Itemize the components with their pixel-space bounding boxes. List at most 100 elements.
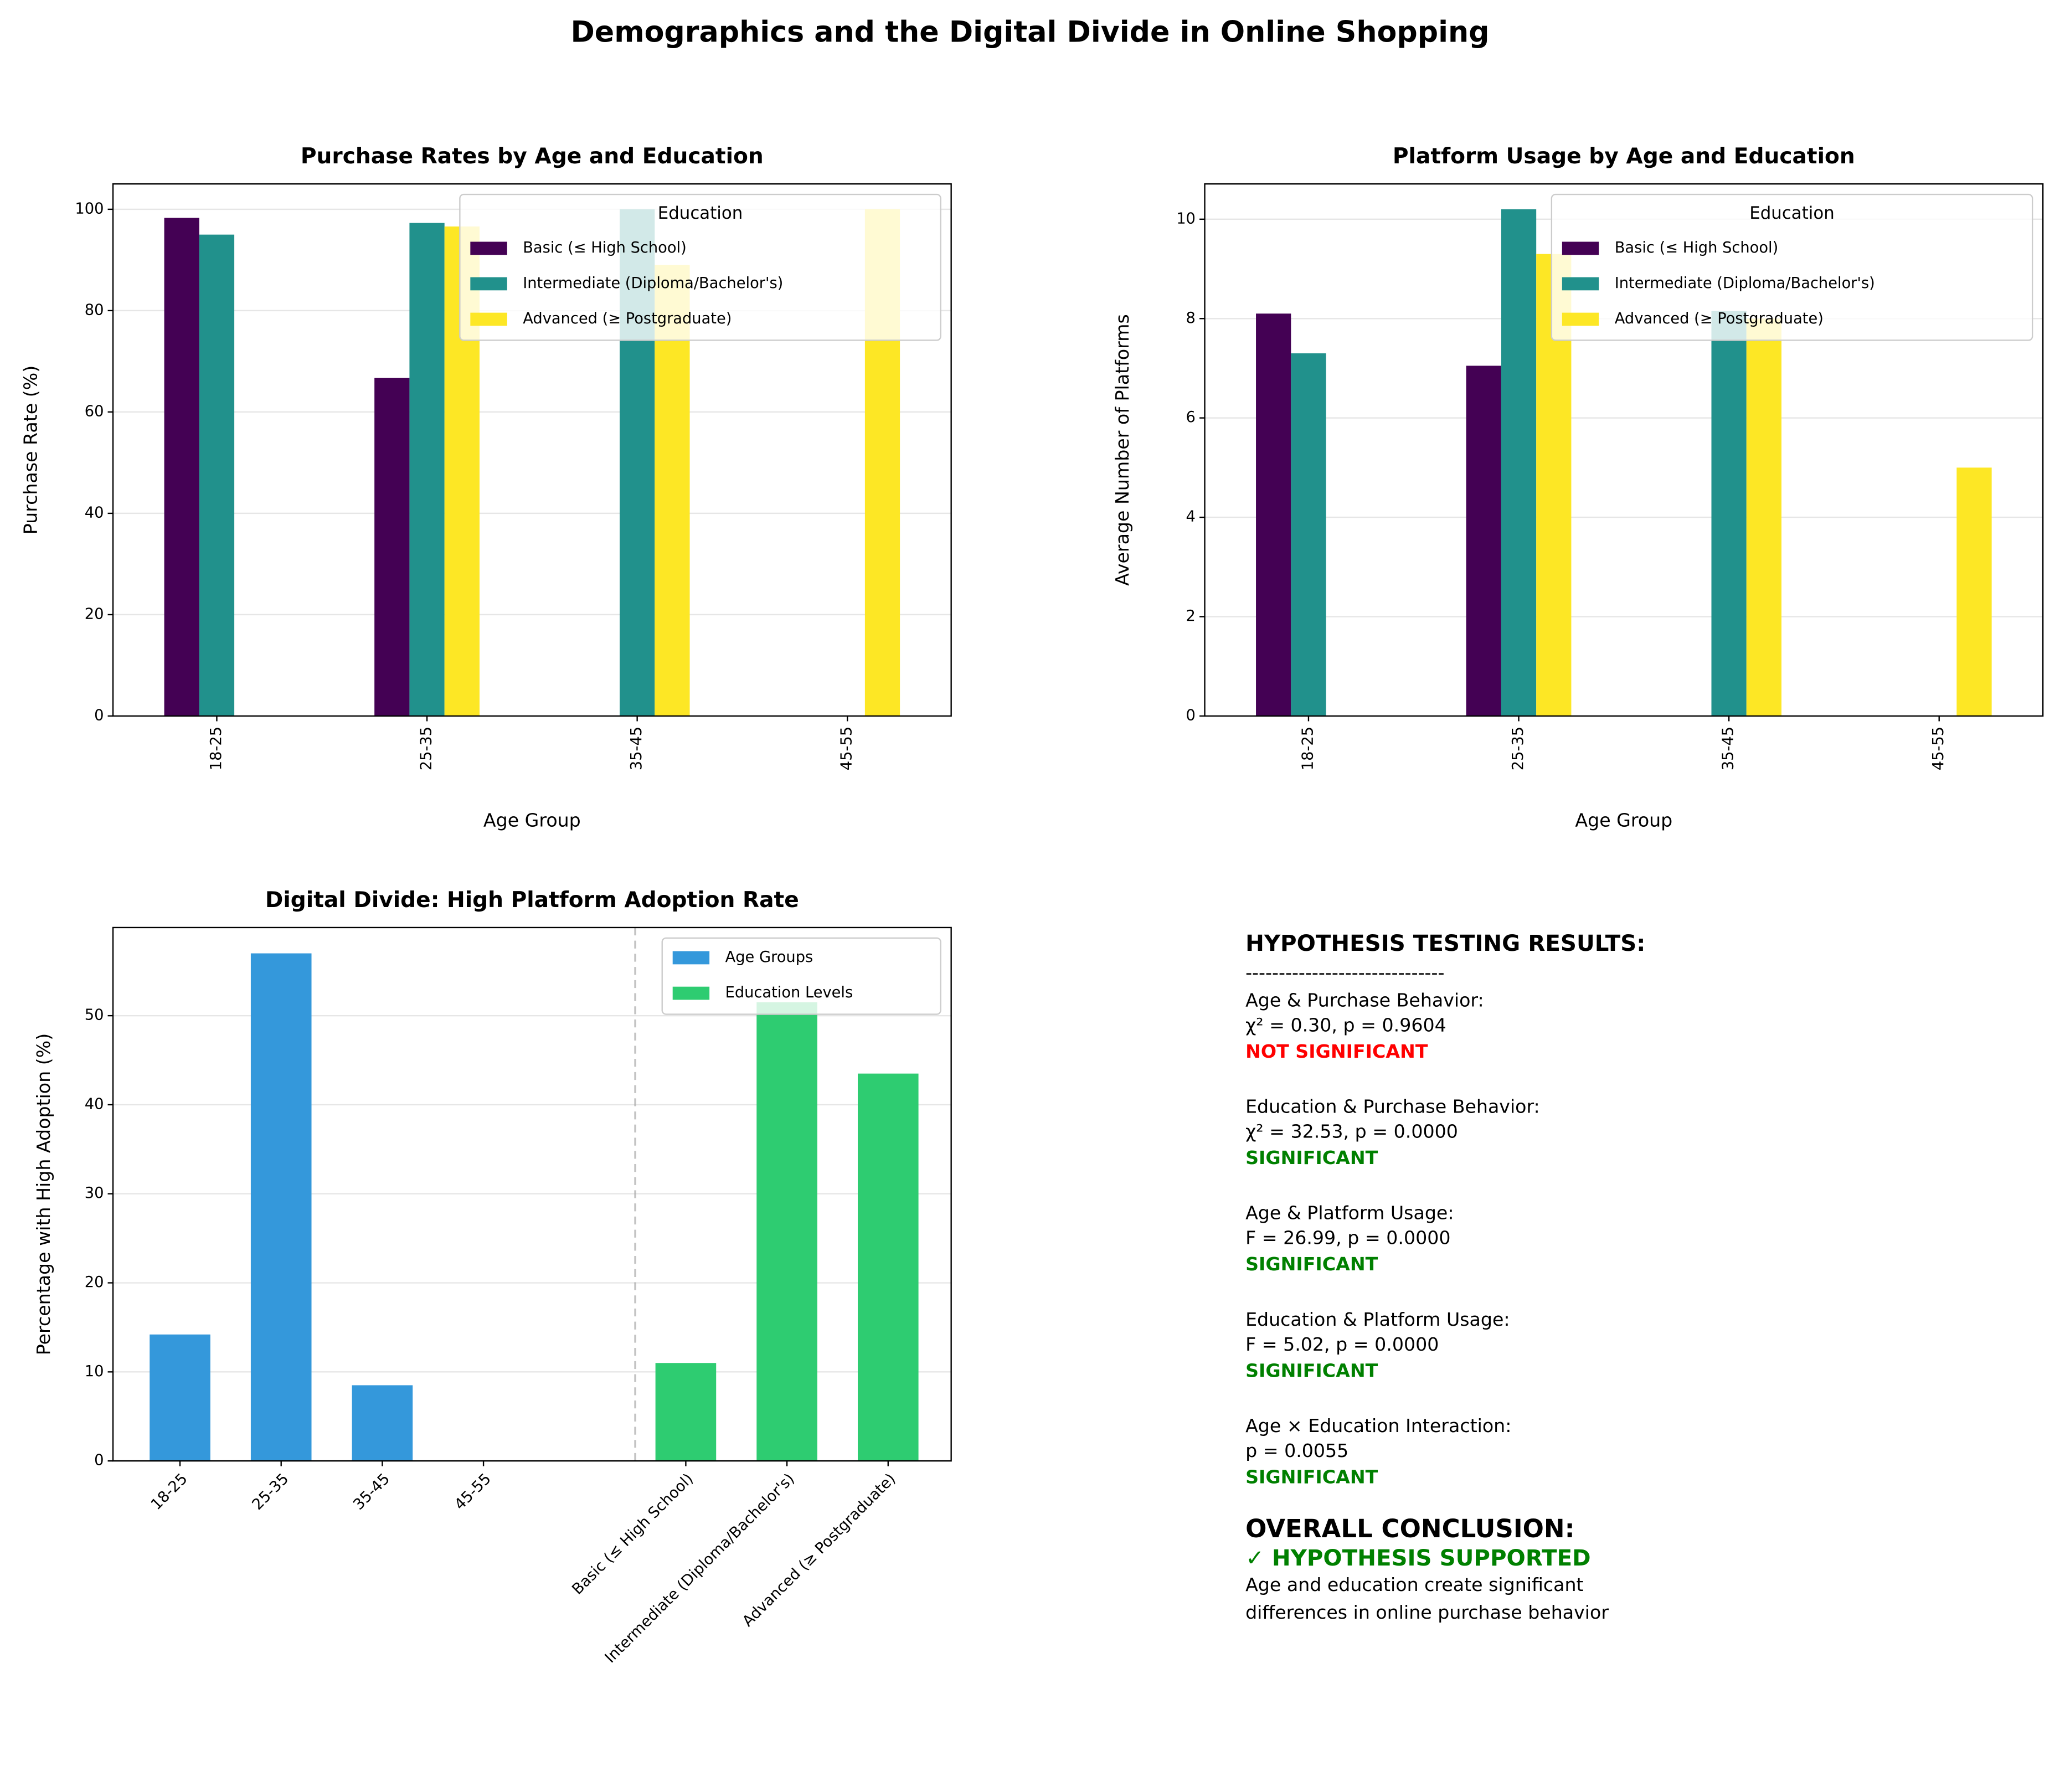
bar [1466,365,1501,716]
test-stat: F = 5.02, p = 0.0000 [1245,1333,1439,1355]
conclusion-text: Age and education create significant [1245,1574,1584,1595]
bar [409,223,445,716]
bar [1291,353,1326,716]
bar [1501,209,1537,716]
panel-heading: HYPOTHESIS TESTING RESULTS: [1245,930,1645,956]
y-tick-label: 10 [85,1363,104,1380]
legend-label: Advanced (≥ Postgraduate) [523,310,732,327]
y-tick-label: 2 [1186,607,1196,625]
y-tick-label: 20 [85,605,104,622]
x-tick-label: 25-35 [1510,727,1527,770]
legend-label: Intermediate (Diploma/Bachelor's) [523,275,783,292]
legend-title: Education [658,203,743,223]
test-stat: F = 26.99, p = 0.0000 [1245,1227,1450,1249]
y-axis-label: Purchase Rate (%) [19,365,41,534]
legend-label: Basic (≤ High School) [523,239,687,256]
y-tick-label: 30 [85,1185,104,1202]
legend-title: Education [1749,203,1834,223]
legend-label: Basic (≤ High School) [1615,239,1779,256]
y-tick-label: 60 [85,403,104,420]
y-axis-label: Average Number of Platforms [1111,314,1133,586]
x-axis-label: Age Group [1575,809,1672,831]
y-tick-label: 6 [1186,409,1196,426]
bar [655,1363,717,1461]
y-tick-label: 10 [1176,210,1196,227]
conclusion-heading: OVERALL CONCLUSION: [1245,1514,1575,1543]
test-label: Age & Platform Usage: [1245,1202,1454,1224]
x-tick-label: 45-55 [1930,727,1947,770]
legend-swatch [470,312,507,326]
test-result: SIGNIFICANT [1245,1466,1378,1487]
x-tick-label: 18-25 [1299,727,1316,770]
y-tick-label: 40 [85,504,104,521]
bar [756,1002,817,1461]
test-label: Education & Purchase Behavior: [1245,1095,1540,1117]
test-label: Age & Purchase Behavior: [1245,989,1484,1011]
bar [1256,313,1291,716]
bar [150,1334,210,1461]
legend-label: Intermediate (Diploma/Bachelor's) [1615,275,1875,292]
legend-swatch [470,277,507,291]
y-tick-label: 0 [1186,707,1196,724]
test-result: SIGNIFICANT [1245,1147,1378,1168]
test-stat: χ² = 32.53, p = 0.0000 [1245,1121,1458,1142]
test-label: Education & Platform Usage: [1245,1309,1510,1330]
bar [1711,311,1747,716]
y-tick-label: 80 [85,301,104,318]
x-tick-label: 18-25 [148,1470,191,1513]
chart-title: Platform Usage by Age and Education [1393,144,1855,169]
x-tick-label: 18-25 [208,727,225,770]
x-tick-label: 35-45 [350,1470,393,1513]
legend-label: Education Levels [725,984,853,1001]
chart-title: Purchase Rates by Age and Education [301,144,764,169]
bar [250,953,312,1461]
test-stat: χ² = 0.30, p = 0.9604 [1245,1014,1446,1036]
test-result: SIGNIFICANT [1245,1360,1378,1381]
y-axis-label: Percentage with High Adoption (%) [33,1033,54,1355]
legend-swatch [672,951,710,965]
axes-frame [112,183,952,717]
bar [352,1385,413,1461]
bar [374,378,410,716]
y-tick-label: 0 [94,707,104,724]
legend-box [459,193,941,341]
test-label: Age × Education Interaction: [1245,1415,1511,1436]
x-tick-label: 35-45 [1720,727,1737,770]
x-tick-label: 25-35 [418,727,435,770]
test-result: SIGNIFICANT [1245,1253,1378,1275]
legend-swatch [470,241,507,255]
bar [164,218,199,716]
test-result: NOT SIGNIFICANT [1245,1041,1428,1062]
legend-box [661,937,941,1015]
bar [857,1073,919,1461]
axes-frame [1204,183,2044,717]
conclusion-text: differences in online purchase behavior [1245,1602,1609,1623]
x-tick-label: 45-55 [451,1470,495,1513]
y-tick-label: 50 [85,1007,104,1024]
bar [1956,467,1992,716]
legend-swatch [672,986,710,1000]
legend-label: Age Groups [725,949,813,966]
chart-title: Digital Divide: High Platform Adoption R… [265,888,799,913]
x-tick-label: Intermediate (Diploma/Bachelor's) [602,1470,798,1666]
y-tick-label: 20 [85,1274,104,1291]
panel-separator: ------------------------------ [1245,961,1444,983]
y-tick-label: 8 [1186,310,1196,327]
legend-swatch [1562,241,1599,255]
conclusion-result: ✓ HYPOTHESIS SUPPORTED [1245,1545,1591,1571]
figure-title: Demographics and the Digital Divide in O… [570,16,1489,49]
x-axis-label: Age Group [483,809,581,831]
y-tick-label: 100 [75,200,104,217]
x-tick-label: 45-55 [838,727,856,770]
bar [199,234,235,716]
bar [1746,318,1782,716]
axes-frame [112,926,952,1462]
legend-box [1551,193,2033,341]
x-tick-label: 35-45 [628,727,645,770]
legend-swatch [1562,312,1599,326]
y-tick-label: 4 [1186,508,1196,526]
x-tick-label: 25-35 [249,1470,292,1513]
test-stat: p = 0.0055 [1245,1440,1348,1461]
y-tick-label: 40 [85,1095,104,1113]
legend-label: Advanced (≥ Postgraduate) [1615,310,1824,327]
